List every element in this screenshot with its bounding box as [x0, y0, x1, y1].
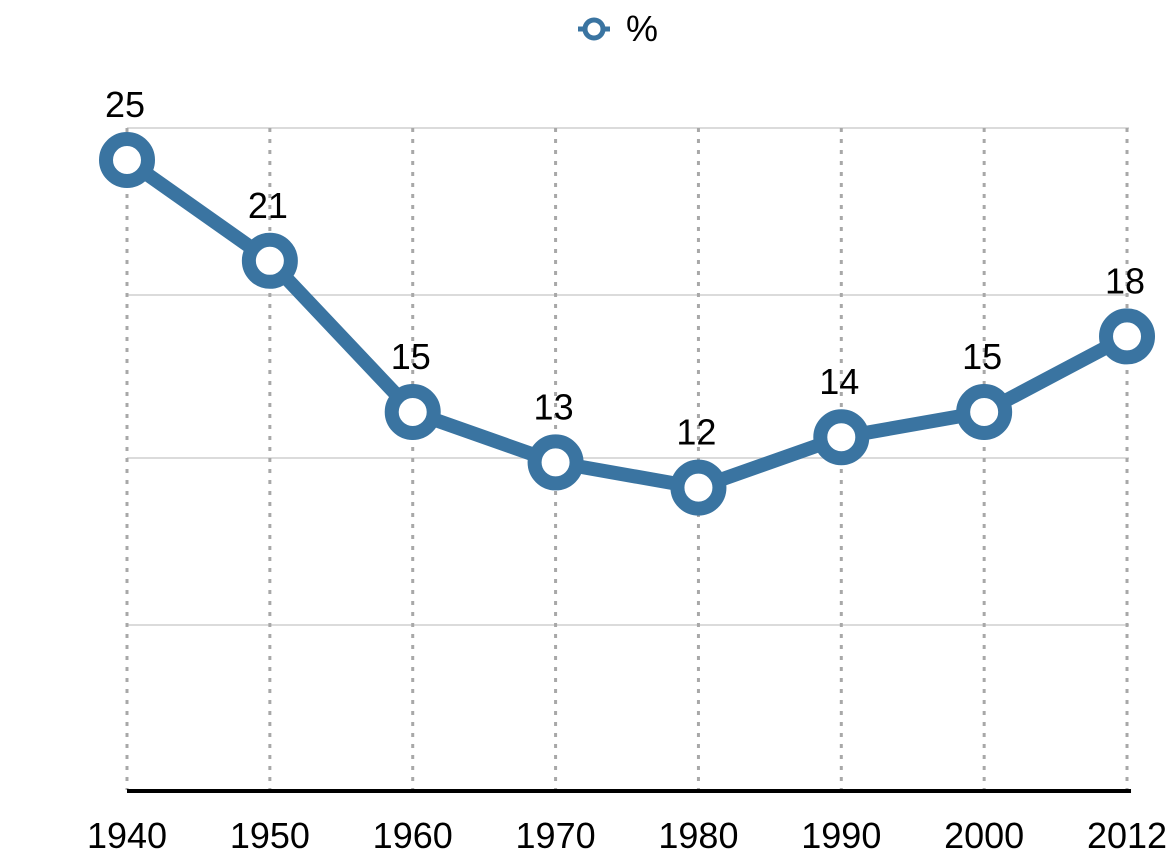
data-point	[670, 459, 727, 516]
data-point	[813, 409, 870, 466]
data-label: 13	[534, 386, 574, 427]
data-point	[1099, 308, 1156, 365]
data-point	[99, 132, 155, 188]
x-tick-label: 2012	[1087, 815, 1167, 856]
legend-marker-icon	[578, 17, 610, 41]
data-label: 14	[819, 361, 859, 402]
data-point	[527, 434, 584, 491]
data-label: 21	[248, 185, 288, 226]
data-label: 18	[1105, 260, 1145, 301]
x-tick-label: 1940	[87, 815, 167, 856]
data-point	[384, 384, 441, 440]
data-label: 25	[105, 84, 145, 125]
data-label: 12	[676, 412, 716, 453]
x-tick-label: 1950	[230, 815, 310, 856]
data-label: 15	[962, 336, 1002, 377]
data-label: 15	[391, 336, 431, 377]
x-tick-label: 1960	[373, 815, 453, 856]
x-tick-label: 2000	[944, 815, 1024, 856]
data-point	[241, 232, 298, 289]
legend-label: %	[626, 8, 659, 49]
x-tick-label: 1990	[801, 815, 881, 856]
chart-legend: %	[576, 8, 658, 50]
x-tick-label: 1980	[658, 815, 738, 856]
data-point	[956, 384, 1013, 440]
x-tick-label: 1970	[516, 815, 596, 856]
